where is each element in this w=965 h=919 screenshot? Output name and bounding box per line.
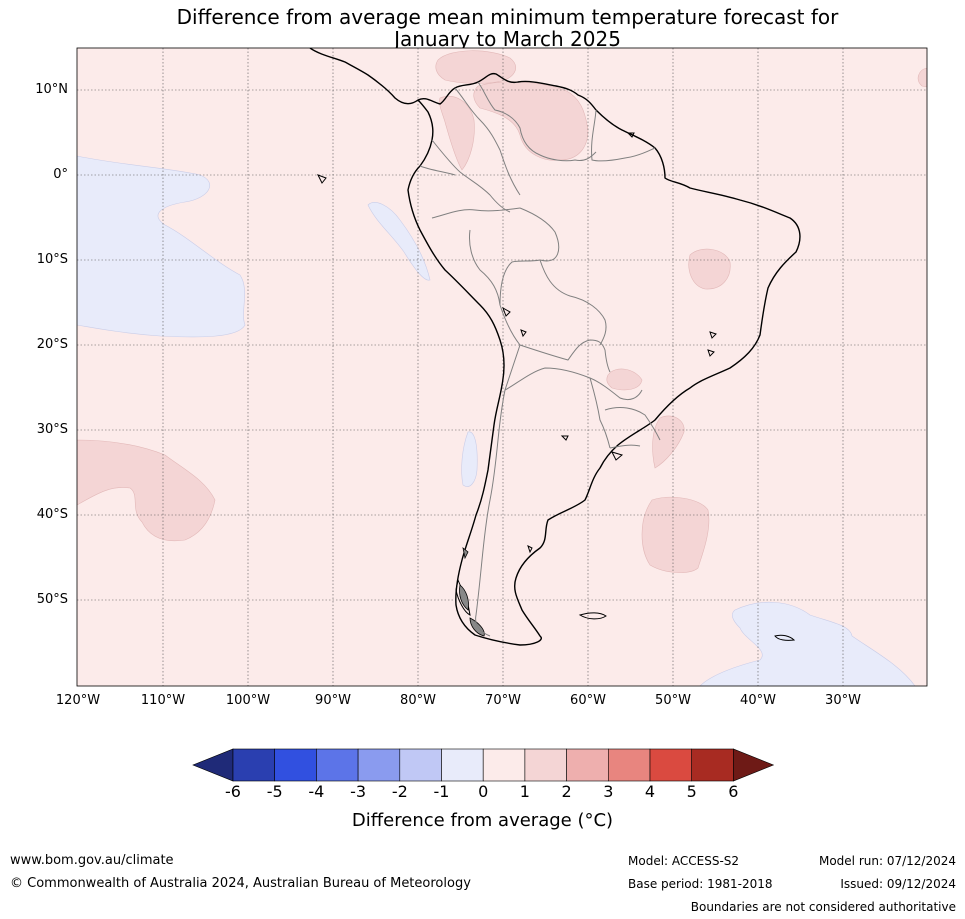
lat-label-0: 0° <box>53 167 68 182</box>
colorbar-segment <box>691 748 734 782</box>
colorbar-tick-label: -2 <box>391 782 408 801</box>
warm-anomaly-southeast-pacific <box>77 439 216 542</box>
colorbar-segment <box>649 748 693 782</box>
colorbar-arrow-low <box>192 748 234 782</box>
lat-label-40s: 40°S <box>36 507 68 522</box>
map-background <box>77 48 927 686</box>
lat-label-10n: 10°N <box>35 82 68 97</box>
copyright-text: © Commonwealth of Australia 2024, Austra… <box>10 876 471 891</box>
cool-anomaly-peru-coast <box>367 202 431 281</box>
lon-label-100w: 100°W <box>225 693 271 708</box>
colorbar-segment <box>482 748 526 782</box>
colorbar-tick-label: -5 <box>266 782 283 801</box>
warm-anomaly-south-atlantic <box>641 497 710 573</box>
website-text: www.bom.gov.au/climate <box>10 853 174 868</box>
lat-label-50s: 50°S <box>36 592 68 607</box>
base-period-text: Base period: 1981-2018 <box>628 877 773 891</box>
map-title-line1: Difference from average mean minimum tem… <box>176 5 839 29</box>
colorbar-tick-label: -1 <box>433 782 450 801</box>
lon-label-60w: 60°W <box>570 693 606 708</box>
chile-fjords <box>459 547 485 637</box>
warm-anomaly-paraguay <box>606 368 643 391</box>
colorbar-tick-label: 4 <box>644 782 656 801</box>
colorbar-arrow-high <box>733 748 775 782</box>
lon-label-40w: 40°W <box>740 693 776 708</box>
colorbar-tick-label: -3 <box>350 782 367 801</box>
map-gridlines <box>77 48 927 686</box>
colorbar-segment <box>607 748 651 782</box>
colorbar-segment <box>232 748 276 782</box>
colorbar-tick-label: -6 <box>225 782 241 801</box>
model-text: Model: ACCESS-S2 <box>628 854 740 868</box>
colorbar-tick-label: 0 <box>478 782 489 801</box>
lon-label-120w: 120°W <box>55 693 101 708</box>
lat-label-10s: 10°S <box>36 252 68 267</box>
south-america-coastline <box>309 48 801 646</box>
colorbar-segment <box>524 748 567 782</box>
issued-text: Issued: 09/12/2024 <box>840 877 956 891</box>
warm-anomaly-northeast-brazil <box>688 248 731 290</box>
colorbar-segment <box>316 748 359 782</box>
lat-label-30s: 30°S <box>36 422 68 437</box>
colorbar-segment <box>399 748 442 782</box>
colorbar-label: Difference from average (°C) <box>351 810 614 831</box>
colorbar-tick-label: 1 <box>519 782 530 801</box>
colorbar-segment <box>274 748 317 782</box>
colorbar-tick-label: 6 <box>728 782 739 801</box>
forecast-map <box>76 47 928 687</box>
map-title-line2: January to March 2025 <box>394 27 621 51</box>
lon-label-80w: 80°W <box>400 693 436 708</box>
colorbar-segments <box>192 748 775 782</box>
warm-anomaly-colombia <box>439 96 475 171</box>
map-frame <box>76 47 928 687</box>
lat-label-20s: 20°S <box>36 337 68 352</box>
colorbar-segment <box>441 748 484 782</box>
colorbar-tick-label: -4 <box>308 782 325 801</box>
lon-label-50w: 50°W <box>655 693 691 708</box>
cool-anomaly-chile-coast <box>461 431 478 487</box>
lon-label-30w: 30°W <box>825 693 861 708</box>
lon-label-70w: 70°W <box>485 693 521 708</box>
colorbar-tick-label: 3 <box>603 782 614 801</box>
warm-anomaly-far-east <box>917 67 927 88</box>
lon-label-90w: 90°W <box>315 693 351 708</box>
country-borders <box>419 81 661 637</box>
disclaimer-text: Boundaries are not considered authoritat… <box>690 900 956 914</box>
warm-anomaly-uruguay-coast <box>652 415 685 469</box>
colorbar-tick-label: 5 <box>686 782 697 801</box>
colorbar-segment <box>566 748 609 782</box>
model-run-text: Model run: 07/12/2024 <box>818 854 956 868</box>
colorbar-tick-label: 2 <box>561 782 572 801</box>
colorbar-segment <box>357 748 401 782</box>
lon-label-110w: 110°W <box>140 693 186 708</box>
